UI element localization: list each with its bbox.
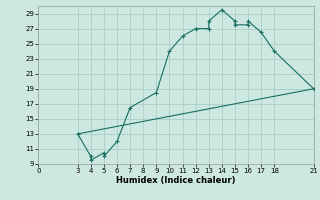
X-axis label: Humidex (Indice chaleur): Humidex (Indice chaleur) bbox=[116, 176, 236, 185]
